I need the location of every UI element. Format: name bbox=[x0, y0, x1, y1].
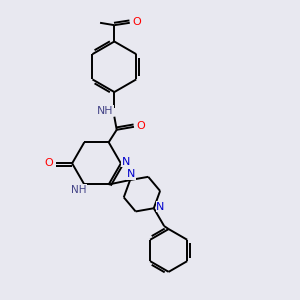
Text: NH: NH bbox=[71, 185, 87, 195]
Text: N: N bbox=[156, 202, 164, 212]
Text: O: O bbox=[45, 158, 54, 168]
Text: NH: NH bbox=[97, 106, 114, 116]
Text: O: O bbox=[132, 16, 141, 27]
Text: O: O bbox=[136, 121, 145, 130]
Text: N: N bbox=[122, 157, 130, 167]
Text: N: N bbox=[127, 169, 135, 179]
